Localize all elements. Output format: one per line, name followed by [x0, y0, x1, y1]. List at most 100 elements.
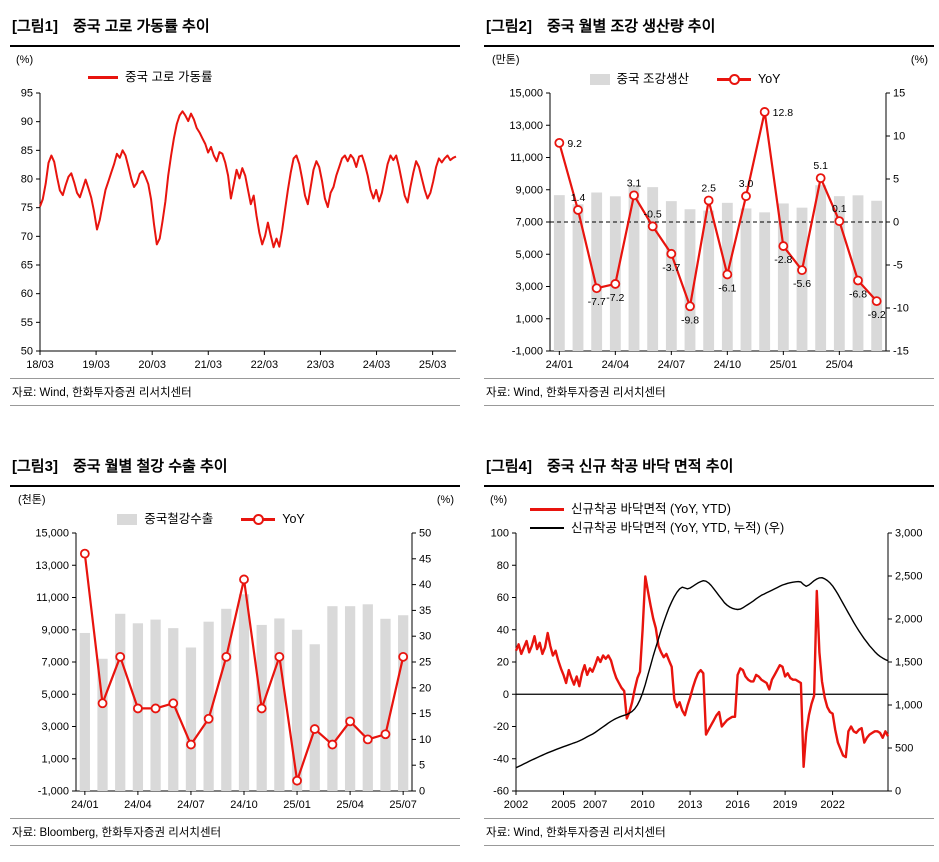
svg-text:75: 75: [21, 202, 33, 214]
svg-text:-9.8: -9.8: [681, 314, 699, 326]
svg-text:2,500: 2,500: [895, 571, 923, 583]
legend-label: YoY: [282, 512, 305, 526]
red-line-marker-swatch: [717, 73, 751, 85]
svg-text:25/03: 25/03: [419, 359, 447, 371]
svg-text:2002: 2002: [504, 799, 528, 811]
svg-text:70: 70: [21, 231, 33, 243]
svg-text:10: 10: [419, 734, 431, 746]
svg-text:-2.8: -2.8: [774, 254, 792, 266]
svg-text:18/03: 18/03: [26, 359, 54, 371]
figure-4-panel: [그림4] 중국 신규 착공 바닥 면적 추이 -60 -40 -20 0 20 40 60…: [484, 452, 934, 846]
svg-text:2022: 2022: [820, 799, 844, 811]
svg-text:23/03: 23/03: [307, 359, 335, 371]
svg-text:-40: -40: [493, 753, 509, 765]
svg-text:3.1: 3.1: [627, 177, 642, 189]
svg-text:9,000: 9,000: [41, 624, 69, 636]
svg-text:80: 80: [21, 174, 33, 186]
svg-text:35: 35: [419, 605, 431, 617]
svg-text:2,000: 2,000: [895, 614, 923, 626]
figure-4-title: 중국 신규 착공 바닥 면적 추이: [546, 458, 734, 475]
svg-text:22/03: 22/03: [251, 359, 279, 371]
svg-text:30: 30: [419, 631, 431, 643]
svg-text:-5.6: -5.6: [793, 278, 811, 290]
svg-text:2019: 2019: [773, 799, 797, 811]
svg-text:2013: 2013: [678, 799, 702, 811]
svg-text:0: 0: [419, 786, 425, 798]
figure-3-legend: 중국철강수출 YoY: [10, 513, 412, 526]
svg-text:24/07: 24/07: [658, 359, 686, 371]
svg-text:(%): (%): [490, 494, 507, 506]
legend-label: 중국 고로 가동률: [125, 70, 213, 84]
svg-text:25/01: 25/01: [770, 359, 798, 371]
svg-text:2005: 2005: [551, 799, 575, 811]
legend-item: 신규착공 바닥면적 (YoY, YTD): [530, 503, 731, 516]
svg-text:90: 90: [21, 116, 33, 128]
svg-text:9.2: 9.2: [567, 138, 582, 150]
figure-1-legend: 중국 고로 가동률: [88, 71, 212, 84]
red-line-swatch: [530, 507, 564, 511]
svg-text:0: 0: [503, 689, 509, 701]
crude-steel-production-chart: -1,000 1,000 3,000 5,000 7,000 9,000 11,000 13,…: [492, 53, 928, 371]
blast-furnace-rate-chart: 50 55 60 65 70 75 80 85 90 95 18/03 19/03 20/03 21/03…: [16, 54, 457, 371]
svg-text:7,000: 7,000: [41, 657, 69, 669]
svg-text:2.5: 2.5: [701, 183, 716, 195]
svg-text:50: 50: [21, 346, 33, 358]
svg-text:-7.7: -7.7: [588, 296, 606, 308]
svg-text:5: 5: [419, 760, 425, 772]
svg-text:80: 80: [497, 560, 509, 572]
svg-text:3,000: 3,000: [41, 721, 69, 733]
figure-3-title: 중국 월별 철강 수출 추이: [72, 458, 228, 475]
svg-text:-9.2: -9.2: [868, 309, 886, 321]
svg-text:13,000: 13,000: [509, 120, 543, 132]
svg-text:3,000: 3,000: [895, 528, 923, 540]
svg-text:-3.7: -3.7: [662, 262, 680, 274]
svg-text:7,000: 7,000: [515, 217, 543, 229]
legend-label: 신규착공 바닥면적 (YoY, YTD, 누적) (우): [571, 520, 785, 535]
svg-text:5,000: 5,000: [515, 249, 543, 261]
svg-text:25/04: 25/04: [336, 799, 364, 811]
svg-text:24/01: 24/01: [546, 359, 574, 371]
svg-text:25: 25: [419, 657, 431, 669]
svg-text:15,000: 15,000: [509, 88, 543, 100]
svg-text:24/10: 24/10: [230, 799, 258, 811]
svg-text:11,000: 11,000: [36, 592, 69, 604]
legend-item: 중국철강수출: [117, 513, 213, 526]
svg-text:13,000: 13,000: [35, 560, 69, 572]
svg-text:24/04: 24/04: [602, 359, 630, 371]
svg-text:2007: 2007: [583, 799, 607, 811]
legend-label: YoY: [758, 72, 781, 86]
svg-text:-0.5: -0.5: [644, 208, 662, 220]
svg-text:20: 20: [419, 682, 431, 694]
svg-text:1,000: 1,000: [895, 700, 923, 712]
figure-2-legend: 중국 조강생산 YoY: [484, 73, 886, 86]
svg-text:95: 95: [21, 88, 33, 100]
figure-2-header: [그림2] 중국 월별 조강 생산량 추이: [484, 12, 934, 47]
figure-4-chart-area: -60 -40 -20 0 20 40 60 80 100 0 500 1,000 1,500 2,000…: [484, 487, 934, 817]
svg-text:-6.8: -6.8: [849, 288, 867, 300]
svg-text:55: 55: [21, 317, 33, 329]
svg-text:-15: -15: [893, 346, 909, 358]
svg-text:15: 15: [419, 708, 431, 720]
svg-text:-7.2: -7.2: [606, 292, 624, 304]
legend-label: 중국 조강생산: [616, 72, 689, 86]
black-line-swatch: [530, 526, 564, 529]
svg-text:11,000: 11,000: [510, 152, 543, 164]
svg-text:(%): (%): [16, 54, 33, 66]
svg-text:20/03: 20/03: [138, 359, 166, 371]
svg-text:3,000: 3,000: [515, 281, 543, 293]
legend-label: 신규착공 바닥면적 (YoY, YTD): [571, 502, 731, 516]
svg-text:60: 60: [21, 288, 33, 300]
figure-1-header: [그림1] 중국 고로 가동률 추이: [10, 12, 460, 47]
red-line-swatch: [88, 75, 118, 79]
svg-text:1,000: 1,000: [515, 313, 543, 325]
figure-4-source: 자료: Wind, 한화투자증권 리서치센터: [484, 818, 934, 846]
steel-export-chart: -1,000 1,000 3,000 5,000 7,000 9,000 11,000 13,…: [18, 492, 454, 811]
legend-item: 중국 고로 가동률: [88, 71, 212, 84]
legend-label: 중국철강수출: [144, 512, 214, 526]
red-line-marker-swatch: [241, 513, 276, 525]
svg-text:50: 50: [419, 528, 431, 540]
figure-2-tag: [그림2]: [486, 18, 532, 35]
legend-item: YoY: [241, 512, 305, 526]
svg-text:21/03: 21/03: [195, 359, 223, 371]
figure-2-source: 자료: Wind, 한화투자증권 리서치센터: [484, 378, 934, 406]
